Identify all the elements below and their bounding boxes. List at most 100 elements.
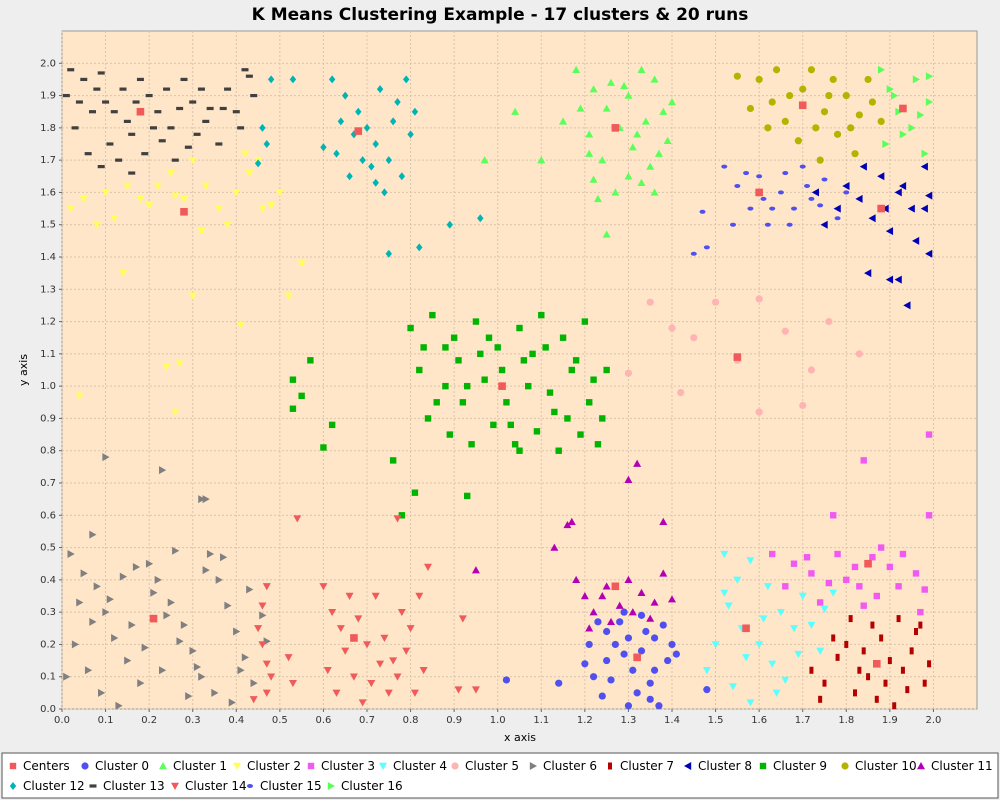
data-point	[267, 202, 276, 210]
data-point	[816, 156, 824, 164]
data-point	[869, 554, 876, 561]
data-point	[590, 376, 597, 383]
legend-swatch	[529, 762, 537, 770]
data-point	[258, 641, 267, 649]
legend-item: Cluster 15	[247, 779, 322, 793]
legend-item: Centers	[9, 759, 70, 773]
data-point	[128, 621, 136, 630]
series-cluster-3	[769, 431, 933, 616]
x-tick-label: 1.0	[490, 715, 506, 726]
data-point	[132, 100, 140, 104]
data-point	[75, 392, 84, 400]
data-point	[659, 621, 667, 629]
data-point	[668, 324, 676, 332]
data-point	[848, 615, 853, 623]
x-tick-label: 0.0	[54, 715, 70, 726]
center-point	[350, 634, 358, 642]
data-point	[855, 111, 863, 119]
data-point	[223, 221, 232, 229]
data-point	[89, 530, 97, 539]
data-point	[394, 98, 401, 107]
data-point	[188, 292, 197, 300]
series-cluster-1	[480, 65, 676, 238]
data-point	[883, 679, 888, 687]
data-point	[459, 399, 467, 406]
data-point	[502, 676, 511, 684]
data-point	[844, 640, 849, 648]
data-point	[289, 376, 297, 383]
axis-ticks: 0.0 0.1 0.2 0.3 0.4 0.5 0.6 0.7 0.8 0.9 1.0 1.1 1.2 1…	[40, 58, 941, 726]
data-point	[454, 686, 463, 694]
data-point	[429, 311, 436, 319]
y-tick-label: 2.0	[40, 58, 56, 69]
data-point	[110, 110, 118, 114]
data-point	[145, 93, 153, 98]
data-point	[905, 686, 910, 694]
legend-label: Cluster 14	[185, 779, 247, 793]
data-point	[733, 576, 742, 584]
data-point	[333, 149, 340, 158]
data-point	[97, 71, 105, 75]
legend-item: Cluster 1	[159, 759, 227, 773]
center-point	[877, 204, 885, 213]
data-point	[368, 162, 375, 171]
legend-box	[1, 752, 999, 799]
data-point	[900, 666, 905, 674]
data-point	[811, 188, 819, 197]
data-point	[895, 583, 902, 590]
center-point	[742, 624, 750, 633]
data-point	[764, 222, 771, 227]
data-point	[246, 585, 254, 594]
data-point	[406, 625, 415, 633]
data-point	[171, 192, 180, 200]
data-point	[603, 656, 611, 665]
data-point	[820, 108, 829, 116]
data-point	[188, 156, 197, 165]
data-point	[812, 124, 820, 132]
series-cluster-10	[733, 66, 885, 164]
data-point	[446, 220, 453, 229]
data-point	[825, 91, 833, 100]
data-point	[328, 421, 336, 429]
data-point	[119, 269, 127, 278]
data-point	[564, 415, 571, 422]
data-point	[921, 149, 929, 158]
data-point	[349, 673, 358, 681]
data-point	[772, 689, 781, 697]
data-point	[866, 673, 871, 681]
series-cluster-13	[62, 68, 258, 175]
y-tick-label: 0.3	[40, 607, 56, 618]
data-point	[699, 209, 706, 214]
y-tick-label: 0.8	[40, 446, 56, 457]
data-point	[567, 517, 576, 525]
center-point	[149, 614, 158, 623]
data-point	[254, 159, 262, 168]
data-point	[633, 459, 642, 467]
data-point	[816, 599, 824, 606]
data-point	[885, 227, 894, 236]
data-point	[380, 634, 389, 642]
data-point	[873, 592, 880, 600]
data-point	[381, 188, 388, 197]
data-point	[603, 366, 610, 374]
data-point	[346, 172, 353, 181]
legend-swatch	[841, 762, 849, 770]
data-point	[241, 150, 249, 158]
data-point	[759, 615, 768, 623]
data-point	[507, 421, 514, 429]
legend-label: Cluster 13	[103, 779, 165, 793]
data-point	[624, 91, 633, 99]
data-point	[180, 77, 188, 82]
x-tick-label: 2.0	[925, 715, 941, 726]
data-point	[776, 608, 785, 617]
data-point	[746, 557, 755, 565]
data-point	[424, 563, 432, 571]
data-point	[637, 611, 646, 619]
x-tick-label: 0.5	[272, 715, 288, 726]
legend-item: Cluster 13	[89, 779, 165, 793]
data-point	[791, 206, 797, 211]
data-point	[75, 100, 83, 104]
data-point	[733, 72, 741, 80]
data-point	[228, 698, 236, 707]
